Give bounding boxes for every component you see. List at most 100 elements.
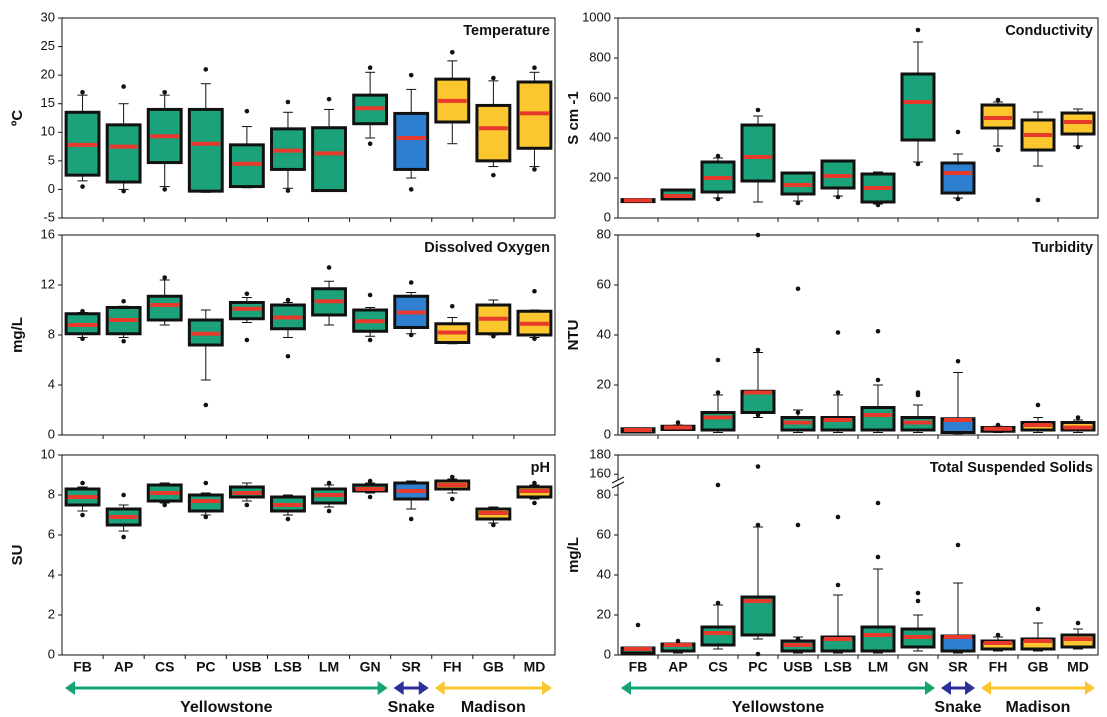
y-tick-label: 5 — [48, 152, 55, 167]
x-tick-label: GB — [483, 659, 504, 675]
panel-title: pH — [531, 460, 550, 476]
y-tick-label: 6 — [48, 526, 55, 541]
box — [740, 123, 776, 183]
outlier — [835, 194, 841, 200]
y-tick-label: 30 — [41, 9, 55, 24]
outlier — [162, 502, 168, 508]
outlier — [80, 184, 85, 189]
outlier — [408, 516, 414, 522]
outlier — [491, 522, 496, 528]
outlier — [715, 196, 721, 202]
x-tick-label: GB — [1028, 659, 1049, 675]
y-tick-label: 2 — [48, 606, 55, 621]
y-tick-label: 60 — [597, 276, 611, 291]
outlier — [203, 402, 209, 408]
outlier — [121, 298, 126, 304]
outlier — [408, 187, 414, 192]
x-tick-label: LM — [868, 659, 888, 675]
y-axis-label: ºC — [9, 110, 26, 126]
group-arrow-head — [941, 681, 951, 695]
x-tick-label: USB — [232, 659, 262, 675]
outlier — [715, 600, 721, 606]
outlier — [449, 496, 455, 502]
box — [860, 406, 896, 432]
box — [146, 294, 183, 322]
y-axis-label: S cm -1 — [565, 91, 582, 144]
outlier — [995, 147, 1001, 153]
y-axis-label: mg/L — [565, 537, 582, 573]
y-tick-label: 0 — [604, 646, 611, 661]
group-arrow-head — [621, 681, 631, 695]
outlier — [326, 508, 332, 514]
group-arrow-head — [418, 681, 429, 695]
outlier — [795, 410, 801, 415]
x-tick-label: SR — [401, 659, 420, 675]
panel-title: Total Suspended Solids — [930, 460, 1093, 476]
outlier — [835, 582, 841, 588]
outlier — [80, 336, 85, 342]
x-tick-label: LSB — [274, 659, 302, 675]
y-tick-label: 10 — [41, 124, 55, 139]
y-tick-label: 0 — [604, 209, 611, 224]
outlier — [1035, 606, 1041, 612]
group-arrow-head — [1085, 681, 1095, 695]
outlier — [80, 89, 85, 95]
outlier — [121, 84, 126, 89]
y-tick-label: 0 — [48, 181, 55, 196]
outlier — [915, 590, 921, 596]
outlier — [715, 153, 721, 159]
outlier — [203, 480, 209, 486]
y-tick-label: 800 — [589, 49, 611, 64]
x-tick-label: FH — [989, 659, 1008, 675]
y-tick-label: -5 — [43, 209, 55, 224]
group-label: Yellowstone — [180, 699, 273, 716]
outlier — [915, 161, 921, 167]
outlier — [80, 512, 85, 518]
outlier — [285, 188, 291, 193]
outlier — [491, 172, 496, 178]
x-tick-label: CS — [708, 659, 727, 675]
outlier — [532, 480, 537, 486]
y-tick-label: 0 — [48, 426, 55, 441]
x-tick-label: AP — [114, 659, 133, 675]
outlier — [285, 297, 291, 303]
outlier — [755, 347, 761, 353]
outlier — [715, 357, 721, 363]
y-tick-label: 12 — [41, 276, 55, 291]
y-tick-label: 15 — [41, 95, 55, 110]
outlier — [491, 75, 496, 81]
outlier — [955, 196, 961, 202]
outlier — [326, 480, 332, 486]
outlier — [532, 336, 537, 342]
outlier — [162, 89, 168, 95]
box — [700, 625, 736, 647]
group-arrow-head — [981, 681, 991, 695]
outlier — [795, 522, 801, 528]
outlier — [915, 598, 921, 604]
outlier — [1075, 144, 1081, 150]
y-tick-label: 10 — [41, 446, 55, 461]
outlier — [532, 167, 537, 172]
y-tick-label: 80 — [597, 226, 611, 241]
y-tick-label: 180 — [589, 446, 611, 461]
outlier — [875, 328, 881, 334]
outlier — [915, 27, 921, 33]
y-axis-label: NTU — [565, 320, 582, 351]
y-tick-label: 20 — [597, 376, 611, 391]
outlier — [715, 390, 721, 395]
x-tick-label: GN — [908, 659, 929, 675]
y-tick-label: 1000 — [582, 9, 611, 24]
outlier — [1075, 620, 1081, 626]
y-tick-label: 0 — [604, 426, 611, 441]
outlier — [367, 65, 373, 71]
outlier — [875, 554, 881, 560]
outlier — [635, 622, 641, 628]
y-tick-label: 25 — [41, 38, 55, 53]
x-tick-label: LSB — [824, 659, 852, 675]
y-tick-label: 16 — [41, 226, 55, 241]
plot-frame — [617, 234, 1099, 436]
y-tick-label: 4 — [48, 376, 55, 391]
outlier — [408, 280, 414, 285]
y-tick-label: 20 — [597, 606, 611, 621]
group-label: Snake — [934, 699, 981, 716]
